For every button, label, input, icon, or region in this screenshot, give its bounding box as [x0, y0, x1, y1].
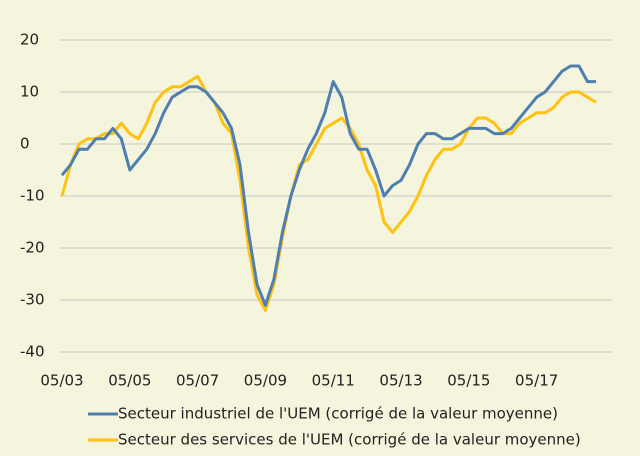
- x-tick-label: 05/13: [379, 372, 422, 390]
- y-tick-label: -10: [20, 187, 45, 205]
- x-tick-label: 05/11: [312, 372, 355, 390]
- y-tick-label: 10: [20, 83, 39, 101]
- y-tick-label: -20: [20, 239, 45, 257]
- series-line: [60, 64, 596, 307]
- legend-label: Secteur des services de l'UEM (corrigé d…: [118, 431, 581, 449]
- x-tick-label: 05/15: [447, 372, 490, 390]
- series-line: [60, 74, 597, 312]
- x-tick-label: 05/09: [244, 372, 287, 390]
- y-tick-label: 0: [20, 135, 30, 153]
- x-tick-label: 05/07: [176, 372, 219, 390]
- y-tick-label: -30: [20, 291, 45, 309]
- y-tick-label: -40: [20, 343, 45, 361]
- x-tick-label: 05/03: [40, 372, 83, 390]
- x-tick-label: 05/17: [515, 372, 558, 390]
- legend-label: Secteur industriel de l'UEM (corrigé de …: [118, 405, 558, 423]
- y-tick-label: 20: [20, 31, 39, 49]
- x-tick-label: 05/05: [108, 372, 151, 390]
